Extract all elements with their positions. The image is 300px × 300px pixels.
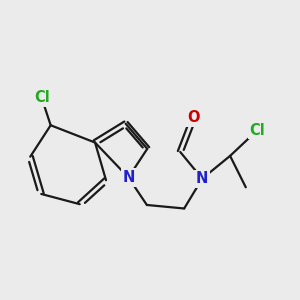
Text: O: O (187, 110, 200, 125)
Text: Cl: Cl (34, 90, 50, 105)
Text: N: N (196, 171, 208, 186)
Text: N: N (122, 170, 135, 185)
Text: Cl: Cl (249, 123, 265, 138)
